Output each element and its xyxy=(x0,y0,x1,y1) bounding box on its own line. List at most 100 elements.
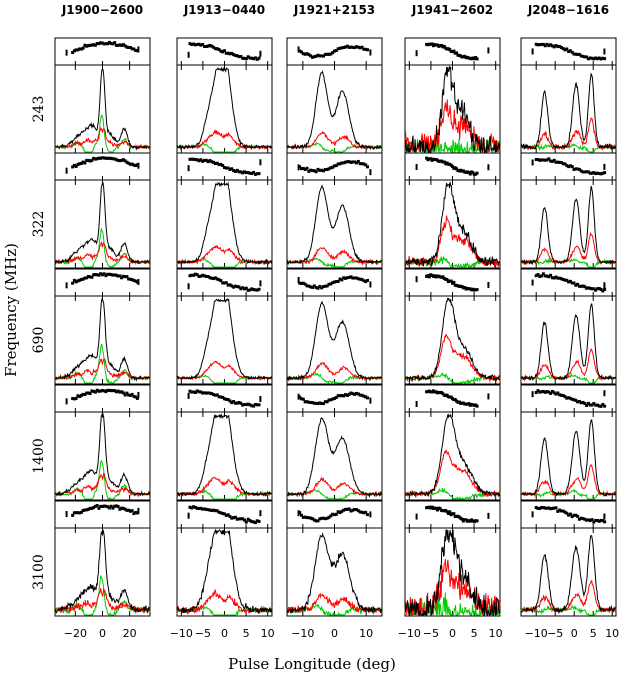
pa-point xyxy=(601,56,605,60)
pa-point xyxy=(601,171,605,175)
pa-point xyxy=(353,276,357,280)
pa-point xyxy=(588,171,592,175)
pa-point xyxy=(301,52,305,56)
pa-point xyxy=(583,285,587,289)
pa-point xyxy=(355,161,358,165)
pa-point xyxy=(586,286,590,290)
pa-point xyxy=(329,398,333,402)
pa-point xyxy=(86,274,90,278)
pa-point xyxy=(323,52,327,56)
pa-point xyxy=(329,282,333,286)
pa-point xyxy=(568,279,572,283)
pa-point xyxy=(190,43,194,47)
pa-point xyxy=(567,280,571,284)
pa-point xyxy=(567,396,571,400)
pa-point xyxy=(120,158,124,162)
pa-point xyxy=(314,519,318,523)
pa-point xyxy=(345,507,349,511)
total-intensity-trace xyxy=(520,72,617,150)
pa-point xyxy=(116,43,120,47)
pa-point xyxy=(307,400,311,404)
pa-point xyxy=(195,506,199,510)
profile-panel-frame xyxy=(520,295,617,385)
pa-point xyxy=(599,172,603,176)
total-intensity-trace xyxy=(54,298,151,382)
profile-panel xyxy=(286,268,383,385)
pa-point xyxy=(579,401,583,405)
pa-point xyxy=(259,510,262,517)
pa-point xyxy=(90,389,94,393)
pa-point xyxy=(590,171,594,175)
pa-point xyxy=(556,509,560,513)
pa-point xyxy=(588,403,592,407)
pa-point xyxy=(78,395,82,399)
pa-point xyxy=(201,43,205,47)
pa-point xyxy=(599,57,603,61)
pa-point xyxy=(232,53,236,57)
pa-point xyxy=(592,57,596,61)
pa-point xyxy=(563,48,567,52)
pa-point xyxy=(193,43,197,47)
pa-point xyxy=(212,277,216,281)
pa-point xyxy=(255,403,259,407)
pa-point xyxy=(237,55,241,59)
pa-point xyxy=(543,44,547,48)
pa-point xyxy=(601,519,605,523)
pa-point xyxy=(217,163,221,167)
pa-point xyxy=(448,510,452,514)
pa-point xyxy=(325,516,329,520)
pa-point xyxy=(570,165,574,169)
pa-point xyxy=(135,49,139,53)
pa-point xyxy=(201,159,205,163)
pa-point xyxy=(536,273,540,277)
pa-point xyxy=(561,394,565,398)
pa-point xyxy=(347,392,351,396)
pa-point xyxy=(76,163,80,167)
pa-point xyxy=(239,287,243,291)
pa-point xyxy=(318,284,322,288)
pa-point xyxy=(536,389,540,393)
pa-point xyxy=(590,56,594,60)
pa-point xyxy=(301,397,305,401)
pa-point xyxy=(219,395,223,399)
pa-point xyxy=(252,57,256,61)
profile-panel xyxy=(404,500,501,617)
pa-point xyxy=(130,509,134,513)
pa-point xyxy=(243,287,246,291)
pa-point xyxy=(556,391,560,395)
pa-point xyxy=(100,41,104,45)
pa-point xyxy=(415,513,418,520)
pa-point xyxy=(366,396,369,400)
pa-point xyxy=(248,288,252,292)
profile-panel-frame xyxy=(176,64,273,154)
profile-panel xyxy=(286,37,383,154)
pa-point xyxy=(106,505,110,509)
pa-point xyxy=(190,390,194,394)
pa-point xyxy=(487,47,490,54)
pa-point xyxy=(114,504,118,508)
pa-point xyxy=(309,400,313,404)
pa-point xyxy=(342,508,346,512)
pa-point xyxy=(325,52,329,56)
pa-point xyxy=(349,509,353,513)
pa-point xyxy=(572,398,576,402)
pa-point xyxy=(71,281,75,285)
pa-point xyxy=(232,169,236,173)
x-tick-label: 0 xyxy=(571,627,578,640)
pa-point xyxy=(541,389,545,393)
pa-point xyxy=(128,393,132,397)
profile-panel xyxy=(286,384,383,501)
pa-point xyxy=(99,156,103,160)
pa-point xyxy=(460,517,464,521)
pa-point xyxy=(475,57,479,61)
pa-point xyxy=(334,164,338,168)
pa-point xyxy=(123,159,127,163)
pa-point xyxy=(364,395,368,399)
pa-point xyxy=(121,274,125,278)
pa-point xyxy=(325,284,329,288)
pa-point xyxy=(252,170,256,174)
total-intensity-trace xyxy=(54,529,151,614)
pa-point xyxy=(576,52,580,56)
pa-point xyxy=(223,512,226,516)
pa-point xyxy=(568,49,572,53)
